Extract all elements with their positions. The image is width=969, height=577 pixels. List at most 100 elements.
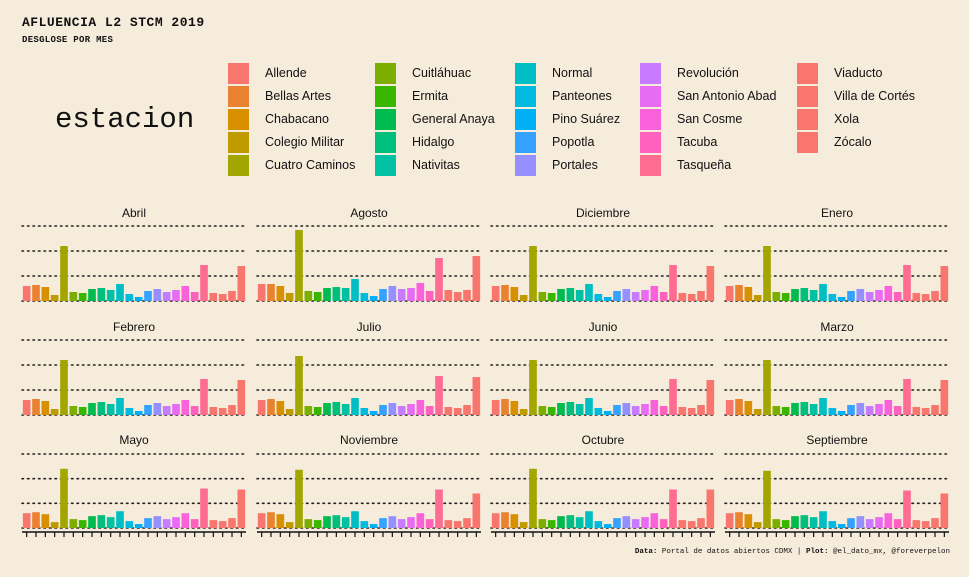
bar (360, 293, 369, 301)
bar (791, 289, 799, 301)
bar (594, 294, 603, 301)
bar (697, 518, 705, 528)
bar (622, 289, 631, 301)
bar (332, 515, 341, 528)
bar (257, 400, 266, 415)
bar (388, 403, 397, 415)
bar (60, 468, 68, 528)
bar (809, 517, 818, 528)
bar (379, 518, 387, 528)
bar (884, 400, 893, 415)
facet-panel: Julio (256, 320, 482, 416)
bar (828, 521, 837, 528)
facet-title: Julio (357, 320, 382, 334)
facet-panel: Marzo (724, 320, 950, 416)
bar (819, 284, 827, 301)
bar (603, 297, 612, 301)
bar (267, 284, 275, 301)
legend-key (515, 154, 536, 176)
facet-title: Mayo (119, 433, 149, 447)
bar (60, 360, 68, 415)
facet-panel: Junio (490, 320, 716, 416)
legend-label: Ermita (412, 89, 449, 103)
bar (706, 380, 715, 415)
bar (323, 288, 331, 301)
bar (510, 287, 519, 301)
bar (313, 292, 322, 301)
legend-label: Tasqueña (677, 158, 732, 172)
bar (781, 293, 790, 301)
facet-title: Marzo (820, 320, 854, 334)
bar (837, 297, 846, 301)
facet-panel: Diciembre (490, 206, 716, 302)
legend-key (228, 131, 249, 153)
bar (190, 406, 199, 415)
bar (416, 513, 425, 528)
bar (453, 521, 462, 528)
bar (416, 283, 425, 301)
bar (162, 519, 171, 528)
legend-item: Colegio Militar (228, 131, 344, 153)
legend-key (515, 108, 536, 130)
bar (678, 293, 687, 301)
bar (379, 289, 387, 301)
legend-label: Viaducto (834, 66, 883, 80)
bar (847, 518, 855, 528)
bar (659, 406, 668, 415)
bar (819, 511, 827, 528)
bar (847, 405, 855, 415)
bar (60, 246, 68, 301)
caption-data-text: Portal de datos abiertos CDMX | (661, 548, 802, 556)
bar (50, 522, 59, 528)
bar (97, 402, 106, 415)
legend-key (640, 131, 661, 153)
bar (706, 266, 715, 301)
bar (472, 377, 481, 415)
bar (631, 292, 640, 301)
bar (304, 519, 313, 528)
bar (218, 408, 227, 415)
bar (228, 291, 236, 301)
bar (295, 356, 303, 415)
bar (763, 246, 771, 301)
bar (613, 291, 621, 301)
bar (809, 290, 818, 301)
bar (463, 290, 471, 301)
bar (510, 514, 519, 528)
bar (735, 399, 743, 415)
legend-key (797, 108, 818, 130)
bar (744, 287, 753, 301)
bar (650, 286, 659, 301)
legend-item: Ermita (375, 85, 449, 107)
legend-item: Chabacano (228, 108, 329, 130)
caption-plot-text: @el_dato_mx, @foreverpelon (832, 548, 950, 556)
bar (931, 405, 939, 415)
bar (921, 408, 930, 415)
bar (332, 287, 341, 301)
bar (603, 411, 612, 415)
facet-panel: Mayo (21, 433, 247, 537)
bar (237, 266, 246, 301)
chart-title: AFLUENCIA L2 STCM 2019 (22, 15, 205, 30)
legend-item: Popotla (515, 131, 594, 153)
legend-label: Allende (265, 66, 307, 80)
bar (519, 409, 528, 415)
legend-label: Pino Suárez (552, 112, 621, 126)
bar (791, 516, 799, 528)
bar (903, 379, 911, 415)
bar (735, 512, 743, 528)
bar (650, 513, 659, 528)
bar (78, 407, 87, 415)
bar (172, 517, 180, 528)
bar (575, 404, 584, 415)
bar (800, 288, 809, 301)
bar (237, 489, 246, 528)
bar (753, 409, 762, 415)
facet-title: Junio (589, 320, 618, 334)
bar (875, 404, 883, 415)
bar (687, 408, 696, 415)
bar (69, 292, 78, 301)
bar (360, 408, 369, 415)
bar (921, 294, 930, 301)
caption-plot-label: Plot: (805, 548, 829, 556)
